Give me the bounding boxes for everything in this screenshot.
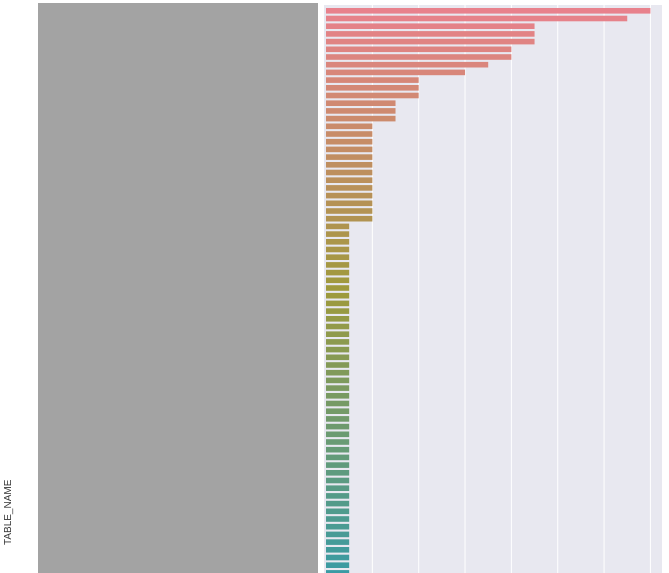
bar — [326, 285, 350, 291]
bar — [326, 423, 350, 430]
bar — [326, 554, 350, 561]
bar — [326, 462, 350, 468]
bar — [326, 362, 350, 368]
bar — [326, 292, 350, 299]
bar — [326, 23, 535, 29]
bar — [326, 46, 512, 53]
bar — [326, 108, 396, 114]
bar — [326, 169, 373, 176]
bar — [326, 316, 350, 322]
bar — [326, 308, 350, 314]
bar — [326, 523, 350, 530]
bar — [326, 31, 535, 37]
bar — [326, 323, 350, 330]
bar — [326, 54, 512, 60]
bar — [326, 254, 350, 260]
bar — [326, 431, 350, 438]
bar — [326, 446, 350, 453]
bar — [326, 69, 466, 76]
bar — [326, 416, 350, 422]
bar — [326, 8, 651, 14]
bar — [326, 277, 350, 284]
bar — [326, 92, 419, 99]
bars — [326, 8, 651, 573]
bar — [326, 500, 350, 507]
bar — [326, 77, 419, 83]
bar — [326, 477, 350, 484]
bar — [326, 138, 373, 145]
gridlines — [371, 5, 651, 573]
bar — [326, 223, 350, 230]
bar — [326, 215, 373, 222]
bar — [326, 454, 350, 461]
bar — [326, 547, 350, 553]
bar — [326, 439, 350, 445]
bar — [326, 200, 373, 207]
bar — [326, 61, 489, 68]
bar — [326, 485, 350, 491]
bar — [326, 208, 373, 214]
bar — [326, 400, 350, 407]
bar — [326, 470, 350, 476]
bar — [326, 531, 350, 538]
bar — [326, 539, 350, 545]
bar — [326, 300, 350, 307]
bar — [326, 123, 373, 130]
bar — [326, 162, 373, 168]
bar — [326, 377, 350, 384]
bar — [326, 231, 350, 237]
bar — [326, 154, 373, 160]
bar — [326, 15, 628, 22]
redacted-category-labels — [38, 3, 318, 573]
bar — [326, 131, 373, 137]
bar — [326, 570, 350, 573]
bar — [326, 562, 350, 568]
plot-area — [324, 5, 662, 573]
bar — [326, 146, 373, 153]
bar — [326, 408, 350, 414]
bar — [326, 177, 373, 183]
bar — [326, 246, 350, 253]
bar — [326, 115, 396, 122]
bar — [326, 516, 350, 522]
bar — [326, 269, 350, 276]
bar — [326, 331, 350, 337]
bar — [326, 100, 396, 106]
bar — [326, 385, 350, 391]
bar — [326, 38, 535, 45]
bar — [326, 369, 350, 376]
bar — [326, 185, 373, 191]
bar — [326, 493, 350, 499]
bar — [326, 354, 350, 361]
bar — [326, 192, 373, 199]
bar — [326, 239, 350, 245]
bar — [326, 508, 350, 515]
bar — [326, 346, 350, 353]
bar — [326, 393, 350, 399]
bar — [326, 339, 350, 345]
bar — [326, 85, 419, 91]
bar — [326, 262, 350, 268]
